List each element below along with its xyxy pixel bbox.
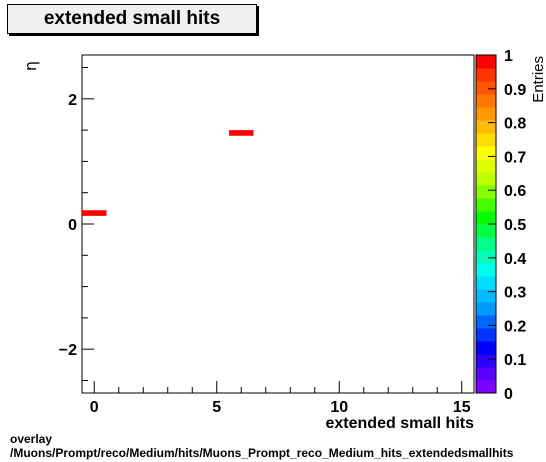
- z-tick-label: 0.1: [504, 352, 526, 369]
- palette-swatch: [476, 289, 496, 303]
- z-tick-label: 1: [504, 48, 513, 65]
- x-tick-label: 10: [330, 399, 348, 416]
- palette-swatch: [476, 380, 496, 394]
- x-tick-label: 0: [90, 399, 99, 416]
- footer-line-1: overlay: [10, 432, 53, 446]
- z-tick-label: 0.9: [504, 82, 526, 99]
- palette-swatch: [476, 185, 496, 199]
- y-tick-label: 2: [68, 92, 77, 109]
- palette-swatch: [476, 354, 496, 368]
- z-tick-label: 0.6: [504, 183, 526, 200]
- z-tick-label: 0: [504, 386, 513, 403]
- chart-title: extended small hits: [7, 4, 257, 34]
- y-tick-label: −2: [59, 342, 77, 359]
- heatmap-cell: [229, 130, 254, 136]
- palette-swatch: [476, 328, 496, 342]
- palette-swatch: [476, 81, 496, 95]
- plot-frame: [81, 54, 475, 394]
- palette-swatch: [476, 250, 496, 264]
- palette-swatch: [476, 315, 496, 329]
- z-tick-label: 0.2: [504, 318, 526, 335]
- footer-line-2: /Muons/Prompt/reco/Medium/hits/Muons_Pro…: [10, 446, 514, 460]
- palette-swatch: [476, 367, 496, 381]
- palette-swatch: [476, 146, 496, 160]
- palette-swatch: [476, 68, 496, 82]
- palette-swatch: [476, 198, 496, 212]
- palette-swatch: [476, 211, 496, 225]
- palette-swatch: [476, 224, 496, 238]
- z-tick-label: 0.3: [504, 285, 526, 302]
- palette-swatch: [476, 237, 496, 251]
- palette-swatch: [476, 133, 496, 147]
- palette-swatch: [476, 302, 496, 316]
- palette-swatch: [476, 263, 496, 277]
- x-axis-label: extended small hits: [326, 415, 475, 432]
- palette-swatch: [476, 159, 496, 173]
- z-axis-label: Entries: [530, 56, 546, 103]
- x-tick-label: 15: [453, 399, 471, 416]
- palette-swatch: [476, 341, 496, 355]
- palette-swatch: [476, 55, 496, 69]
- z-tick-label: 0.8: [504, 116, 526, 133]
- palette-swatch: [476, 276, 496, 290]
- z-tick-label: 0.5: [504, 217, 526, 234]
- z-tick-label: 0.7: [504, 149, 526, 166]
- palette-swatch: [476, 107, 496, 121]
- y-tick-label: 0: [68, 217, 77, 234]
- palette-swatch: [476, 120, 496, 134]
- y-axis-label: η: [21, 61, 40, 71]
- z-tick-label: 0.4: [504, 251, 526, 268]
- palette-swatch: [476, 94, 496, 108]
- heatmap-cell: [82, 210, 107, 216]
- palette-swatch: [476, 172, 496, 186]
- x-tick-label: 5: [212, 399, 221, 416]
